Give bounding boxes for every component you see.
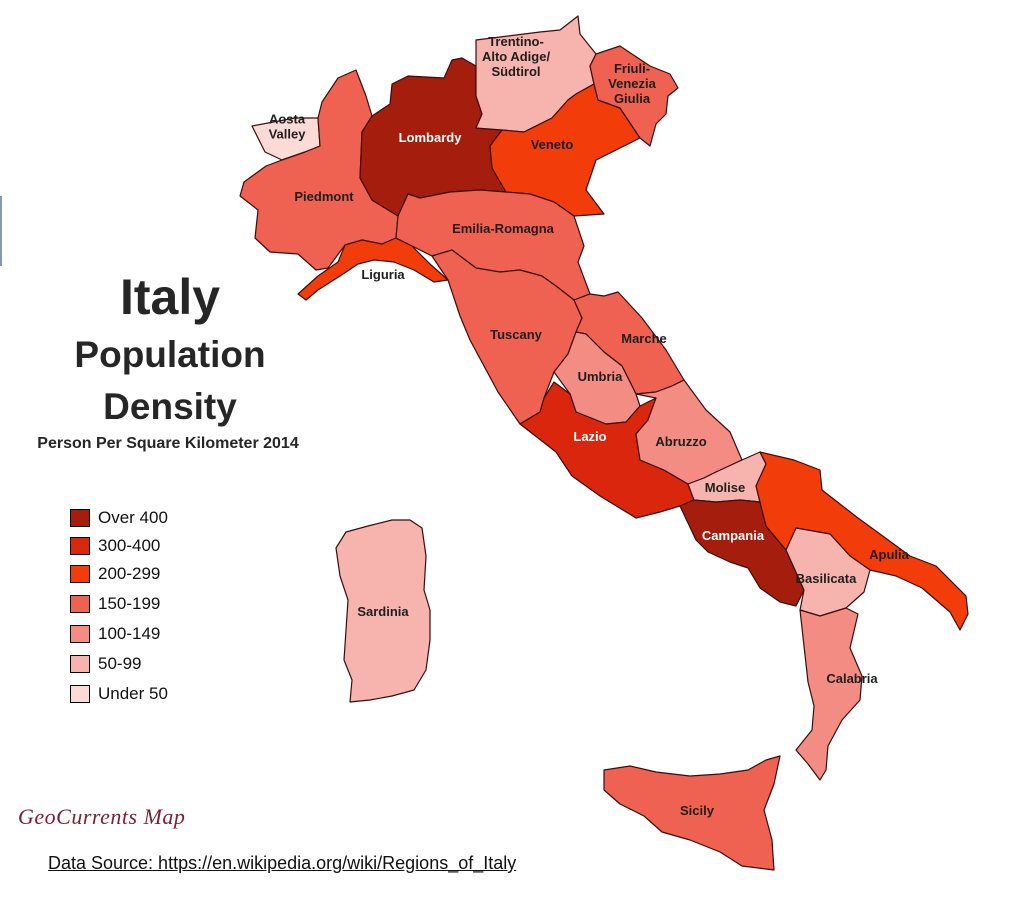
- legend-label: 100-149: [98, 624, 161, 643]
- legend-item: 300-400: [70, 535, 160, 557]
- legend-swatch: [70, 655, 90, 673]
- legend-item: 150-199: [70, 593, 160, 615]
- region-label-piedmont: Piedmont: [294, 189, 354, 204]
- region-label-friuli-venezia-giulia: Friuli-Venezia Giulia: [608, 61, 656, 106]
- region-label-campania: Campania: [702, 528, 765, 543]
- region-label-apulia: Apulia: [869, 547, 909, 562]
- region-label-marche: Marche: [621, 331, 667, 346]
- region-label-tuscany: Tuscany: [490, 327, 543, 342]
- legend-swatch: [70, 537, 90, 555]
- legend-label: 200-299: [98, 564, 161, 583]
- legend-swatch: [70, 625, 90, 643]
- region-label-molise: Molise: [705, 480, 745, 495]
- region-label-lazio: Lazio: [573, 429, 606, 444]
- legend-swatch: [70, 595, 90, 613]
- map-credit: GeoCurrents Map: [18, 804, 186, 829]
- region-label-sardinia: Sardinia: [357, 604, 409, 619]
- legend-label: 300-400: [98, 536, 161, 555]
- region-apulia: [755, 451, 969, 631]
- legend-label: 50-99: [98, 654, 142, 673]
- region-label-abruzzo: Abruzzo: [655, 434, 706, 449]
- legend-label: Under 50: [98, 684, 168, 703]
- legend-item: 50-99: [70, 653, 141, 675]
- region-label-aosta-valley: Aosta Valley: [269, 112, 307, 142]
- region-sardinia: [335, 519, 431, 703]
- region-friuli-venezia-giulia: [589, 45, 679, 147]
- map-title-line-2: Population: [74, 334, 266, 375]
- region-basilicata: [785, 527, 871, 617]
- map-title: Italy: [119, 269, 221, 325]
- legend-item: Over 400: [70, 507, 168, 529]
- legend-item: Under 50: [70, 683, 168, 705]
- region-label-sicily: Sicily: [680, 803, 715, 818]
- legend-label: 150-199: [98, 594, 161, 613]
- legend-swatch: [70, 565, 90, 583]
- region-label-umbria: Umbria: [578, 369, 624, 384]
- window-edge: [0, 196, 2, 266]
- legend-label: Over 400: [98, 508, 168, 527]
- region-sicily: [603, 755, 781, 871]
- legend-swatch: [70, 509, 90, 527]
- region-label-veneto: Veneto: [531, 137, 574, 152]
- region-label-emilia-romagna: Emilia-Romagna: [452, 221, 555, 236]
- legend-item: 100-149: [70, 623, 160, 645]
- region-label-trentino-alto-adige-sudtirol: Trentino-Alto Adige/Südtirol: [482, 34, 551, 79]
- legend-swatch: [70, 685, 90, 703]
- data-source-link[interactable]: Data Source: https://en.wikipedia.org/wi…: [48, 853, 517, 873]
- region-campania: [679, 499, 805, 607]
- map-title-line-3: Density: [103, 386, 237, 427]
- region-label-lombardy: Lombardy: [399, 130, 463, 145]
- map-subtitle: Person Per Square Kilometer 2014: [37, 435, 299, 452]
- region-calabria: [795, 607, 863, 781]
- region-label-basilicata: Basilicata: [796, 571, 857, 586]
- region-label-calabria: Calabria: [826, 671, 878, 686]
- region-label-liguria: Liguria: [361, 267, 405, 282]
- legend-item: 200-299: [70, 563, 160, 585]
